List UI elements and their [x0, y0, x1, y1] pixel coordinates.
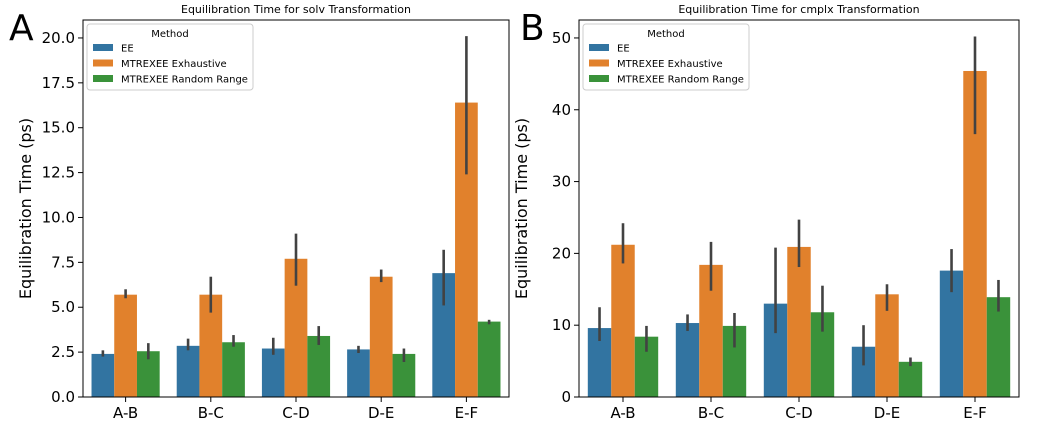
chart-cmplx: Equilibration Time for cmplx Transformat… [512, 3, 1020, 422]
panel-label-a: A [9, 8, 34, 49]
bar-E-F-1 [455, 102, 478, 397]
bar-A-B-0 [91, 353, 115, 397]
chart-title: Equilibration Time for solv Transformati… [181, 3, 411, 16]
plot-frame [578, 19, 1020, 398]
bar-D-E-0 [851, 346, 876, 397]
legend-swatch [93, 75, 113, 82]
y-tick-label: 40 [552, 101, 571, 119]
bar-B-C-1 [199, 294, 223, 397]
x-tick-label: C-D [282, 404, 309, 422]
legend-entry: EE [121, 44, 134, 55]
y-tick-label: 20.0 [42, 29, 75, 47]
y-tick-label: 12.5 [42, 164, 75, 182]
x-tick-label: D-E [368, 404, 394, 422]
x-tick-label: B-C [698, 404, 724, 422]
bar-E-F-2 [477, 321, 501, 397]
bar-C-D-2 [307, 335, 331, 397]
bar-A-B-1 [611, 244, 635, 397]
y-tick-label: 50 [552, 29, 571, 47]
legend-swatch [589, 44, 609, 51]
bar-D-E-0 [347, 349, 370, 397]
bar-A-B-2 [136, 351, 160, 397]
y-tick-label: 0.0 [51, 388, 75, 406]
chart-title: Equilibration Time for cmplx Transformat… [678, 3, 919, 16]
x-tick-label: A-B [113, 404, 138, 422]
legend-title: Method [151, 29, 189, 40]
bar-B-C-2 [722, 325, 747, 397]
y-tick-label: 20 [552, 244, 571, 262]
legend-entry: MTREXEE Exhaustive [121, 59, 227, 70]
legend: Method EE MTREXEE Exhaustive MTREXEE Random… [582, 23, 750, 91]
x-tick-label: C-D [785, 404, 812, 422]
bar-C-D-0 [261, 348, 285, 397]
bar-D-E-2 [898, 361, 923, 397]
bar-B-C-1 [699, 264, 723, 397]
x-tick-label: A-B [610, 404, 635, 422]
bar-C-D-1 [284, 258, 308, 397]
y-tick-label: 7.5 [51, 253, 75, 271]
bar-A-B-1 [114, 294, 137, 397]
y-axis-label: Equilibration Time (ps) [512, 118, 531, 299]
bar-E-F-0 [432, 273, 456, 397]
x-tick-label: B-C [198, 404, 224, 422]
bar-E-F-2 [986, 297, 1011, 397]
x-tick-label: E-F [963, 404, 987, 422]
x-tick-label: D-E [874, 404, 900, 422]
legend-swatch [93, 59, 113, 67]
bar-B-C-2 [222, 342, 245, 397]
legend-swatch [93, 44, 113, 51]
bar-E-F-1 [963, 70, 987, 397]
x-tick-label: E-F [455, 404, 479, 422]
bar-C-D-0 [763, 303, 788, 397]
plot-frame [82, 19, 510, 398]
bar-A-B-0 [587, 328, 612, 397]
legend: Method EE MTREXEE Exhaustive MTREXEE Random… [86, 23, 254, 91]
bar-D-E-1 [875, 294, 899, 397]
y-tick-label: 15.0 [42, 119, 75, 137]
y-tick-label: 10.0 [42, 208, 75, 226]
bar-B-C-0 [675, 323, 700, 397]
y-axis-label: Equilibration Time (ps) [16, 118, 35, 299]
bar-B-C-0 [176, 345, 200, 397]
y-tick-label: 10 [552, 316, 571, 334]
bar-A-B-2 [634, 336, 659, 397]
legend-box [86, 23, 254, 91]
legend-swatch [589, 75, 609, 82]
legend-box [582, 23, 750, 91]
y-tick-label: 2.5 [51, 343, 75, 361]
legend-title: Method [647, 29, 685, 40]
legend-entry: MTREXEE Random Range [617, 75, 744, 86]
bar-D-E-1 [369, 276, 393, 397]
chart-solv: Equilibration Time for solv Transformati… [16, 3, 510, 422]
y-tick-label: 5.0 [51, 298, 75, 316]
legend-entry: EE [617, 44, 630, 55]
bar-E-F-0 [939, 270, 964, 397]
panel-label-b: B [520, 8, 545, 49]
y-tick-label: 30 [552, 173, 571, 191]
bar-D-E-2 [392, 353, 416, 397]
y-tick-label: 17.5 [42, 74, 75, 92]
legend-swatch [589, 59, 609, 67]
bar-C-D-1 [787, 246, 811, 397]
legend-entry: MTREXEE Exhaustive [617, 59, 723, 70]
y-tick-label: 0 [561, 388, 571, 406]
bar-C-D-2 [810, 312, 835, 397]
legend-entry: MTREXEE Random Range [121, 75, 248, 86]
